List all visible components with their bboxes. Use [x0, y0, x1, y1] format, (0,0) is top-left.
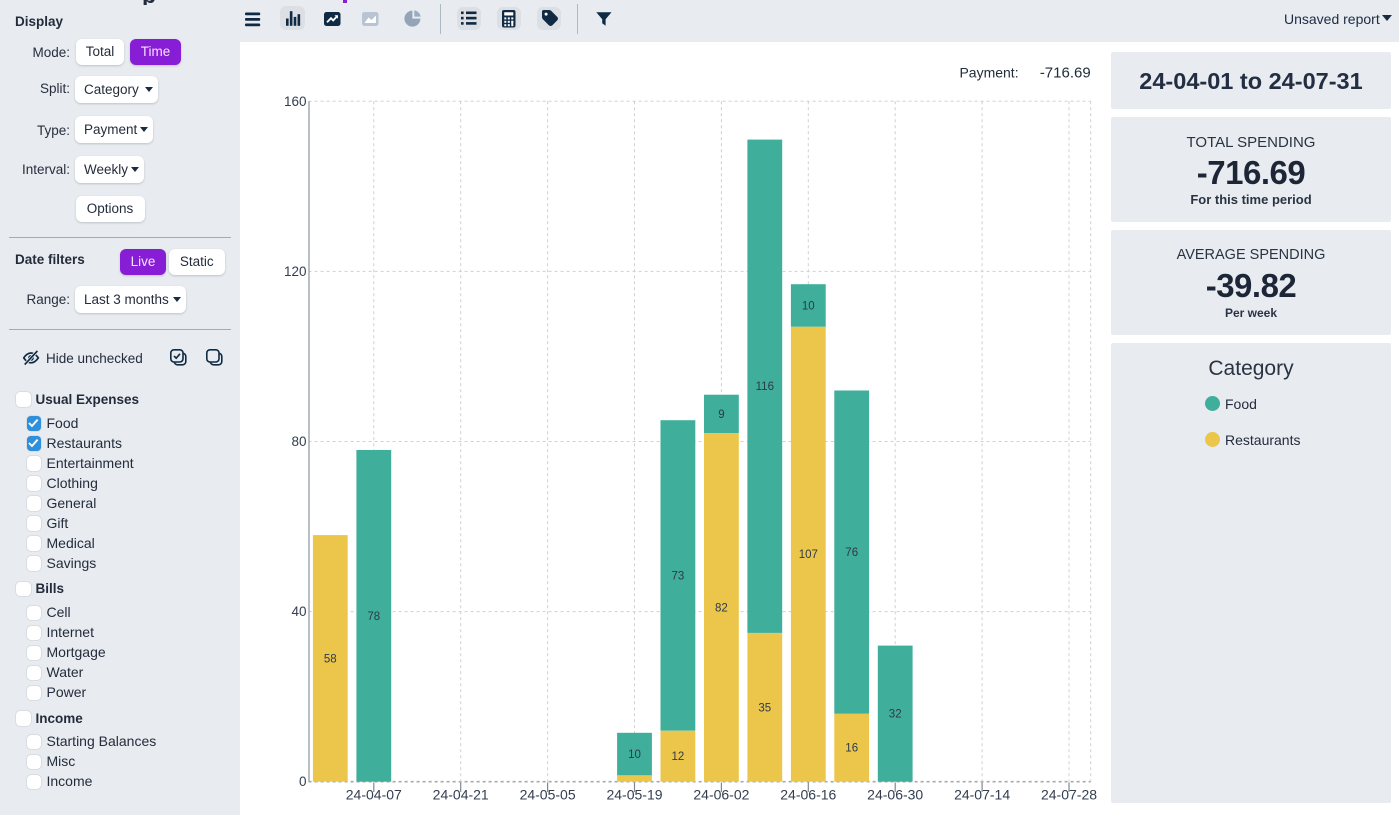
svg-text:78: 78: [367, 611, 380, 623]
svg-text:24-04-21: 24-04-21: [433, 786, 489, 802]
svg-text:107: 107: [799, 549, 818, 561]
svg-text:24-06-16: 24-06-16: [780, 786, 836, 802]
svg-text:32: 32: [889, 709, 902, 721]
svg-text:24-07-14: 24-07-14: [954, 786, 1010, 802]
svg-text:76: 76: [845, 547, 858, 559]
svg-text:9: 9: [718, 409, 724, 421]
svg-text:35: 35: [758, 702, 771, 714]
svg-text:0: 0: [299, 774, 307, 789]
svg-text:16: 16: [845, 743, 858, 755]
svg-text:24-06-30: 24-06-30: [867, 786, 923, 802]
svg-text:120: 120: [284, 264, 307, 279]
svg-text:24-07-28: 24-07-28: [1041, 786, 1097, 802]
svg-text:24-05-05: 24-05-05: [520, 786, 576, 802]
svg-text:73: 73: [672, 571, 685, 583]
svg-text:40: 40: [291, 604, 306, 619]
svg-text:Payment:: Payment:: [959, 64, 1018, 80]
svg-text:24-06-02: 24-06-02: [693, 786, 749, 802]
svg-text:58: 58: [324, 653, 337, 665]
svg-text:10: 10: [628, 749, 641, 761]
svg-text:116: 116: [756, 381, 774, 393]
svg-text:12: 12: [672, 751, 685, 763]
svg-text:24-05-19: 24-05-19: [606, 786, 662, 802]
svg-text:160: 160: [284, 94, 307, 109]
svg-text:10: 10: [802, 300, 815, 312]
svg-text:80: 80: [291, 434, 306, 449]
svg-text:82: 82: [715, 602, 728, 614]
svg-text:24-04-07: 24-04-07: [346, 786, 402, 802]
svg-text:-716.69: -716.69: [1040, 65, 1091, 82]
